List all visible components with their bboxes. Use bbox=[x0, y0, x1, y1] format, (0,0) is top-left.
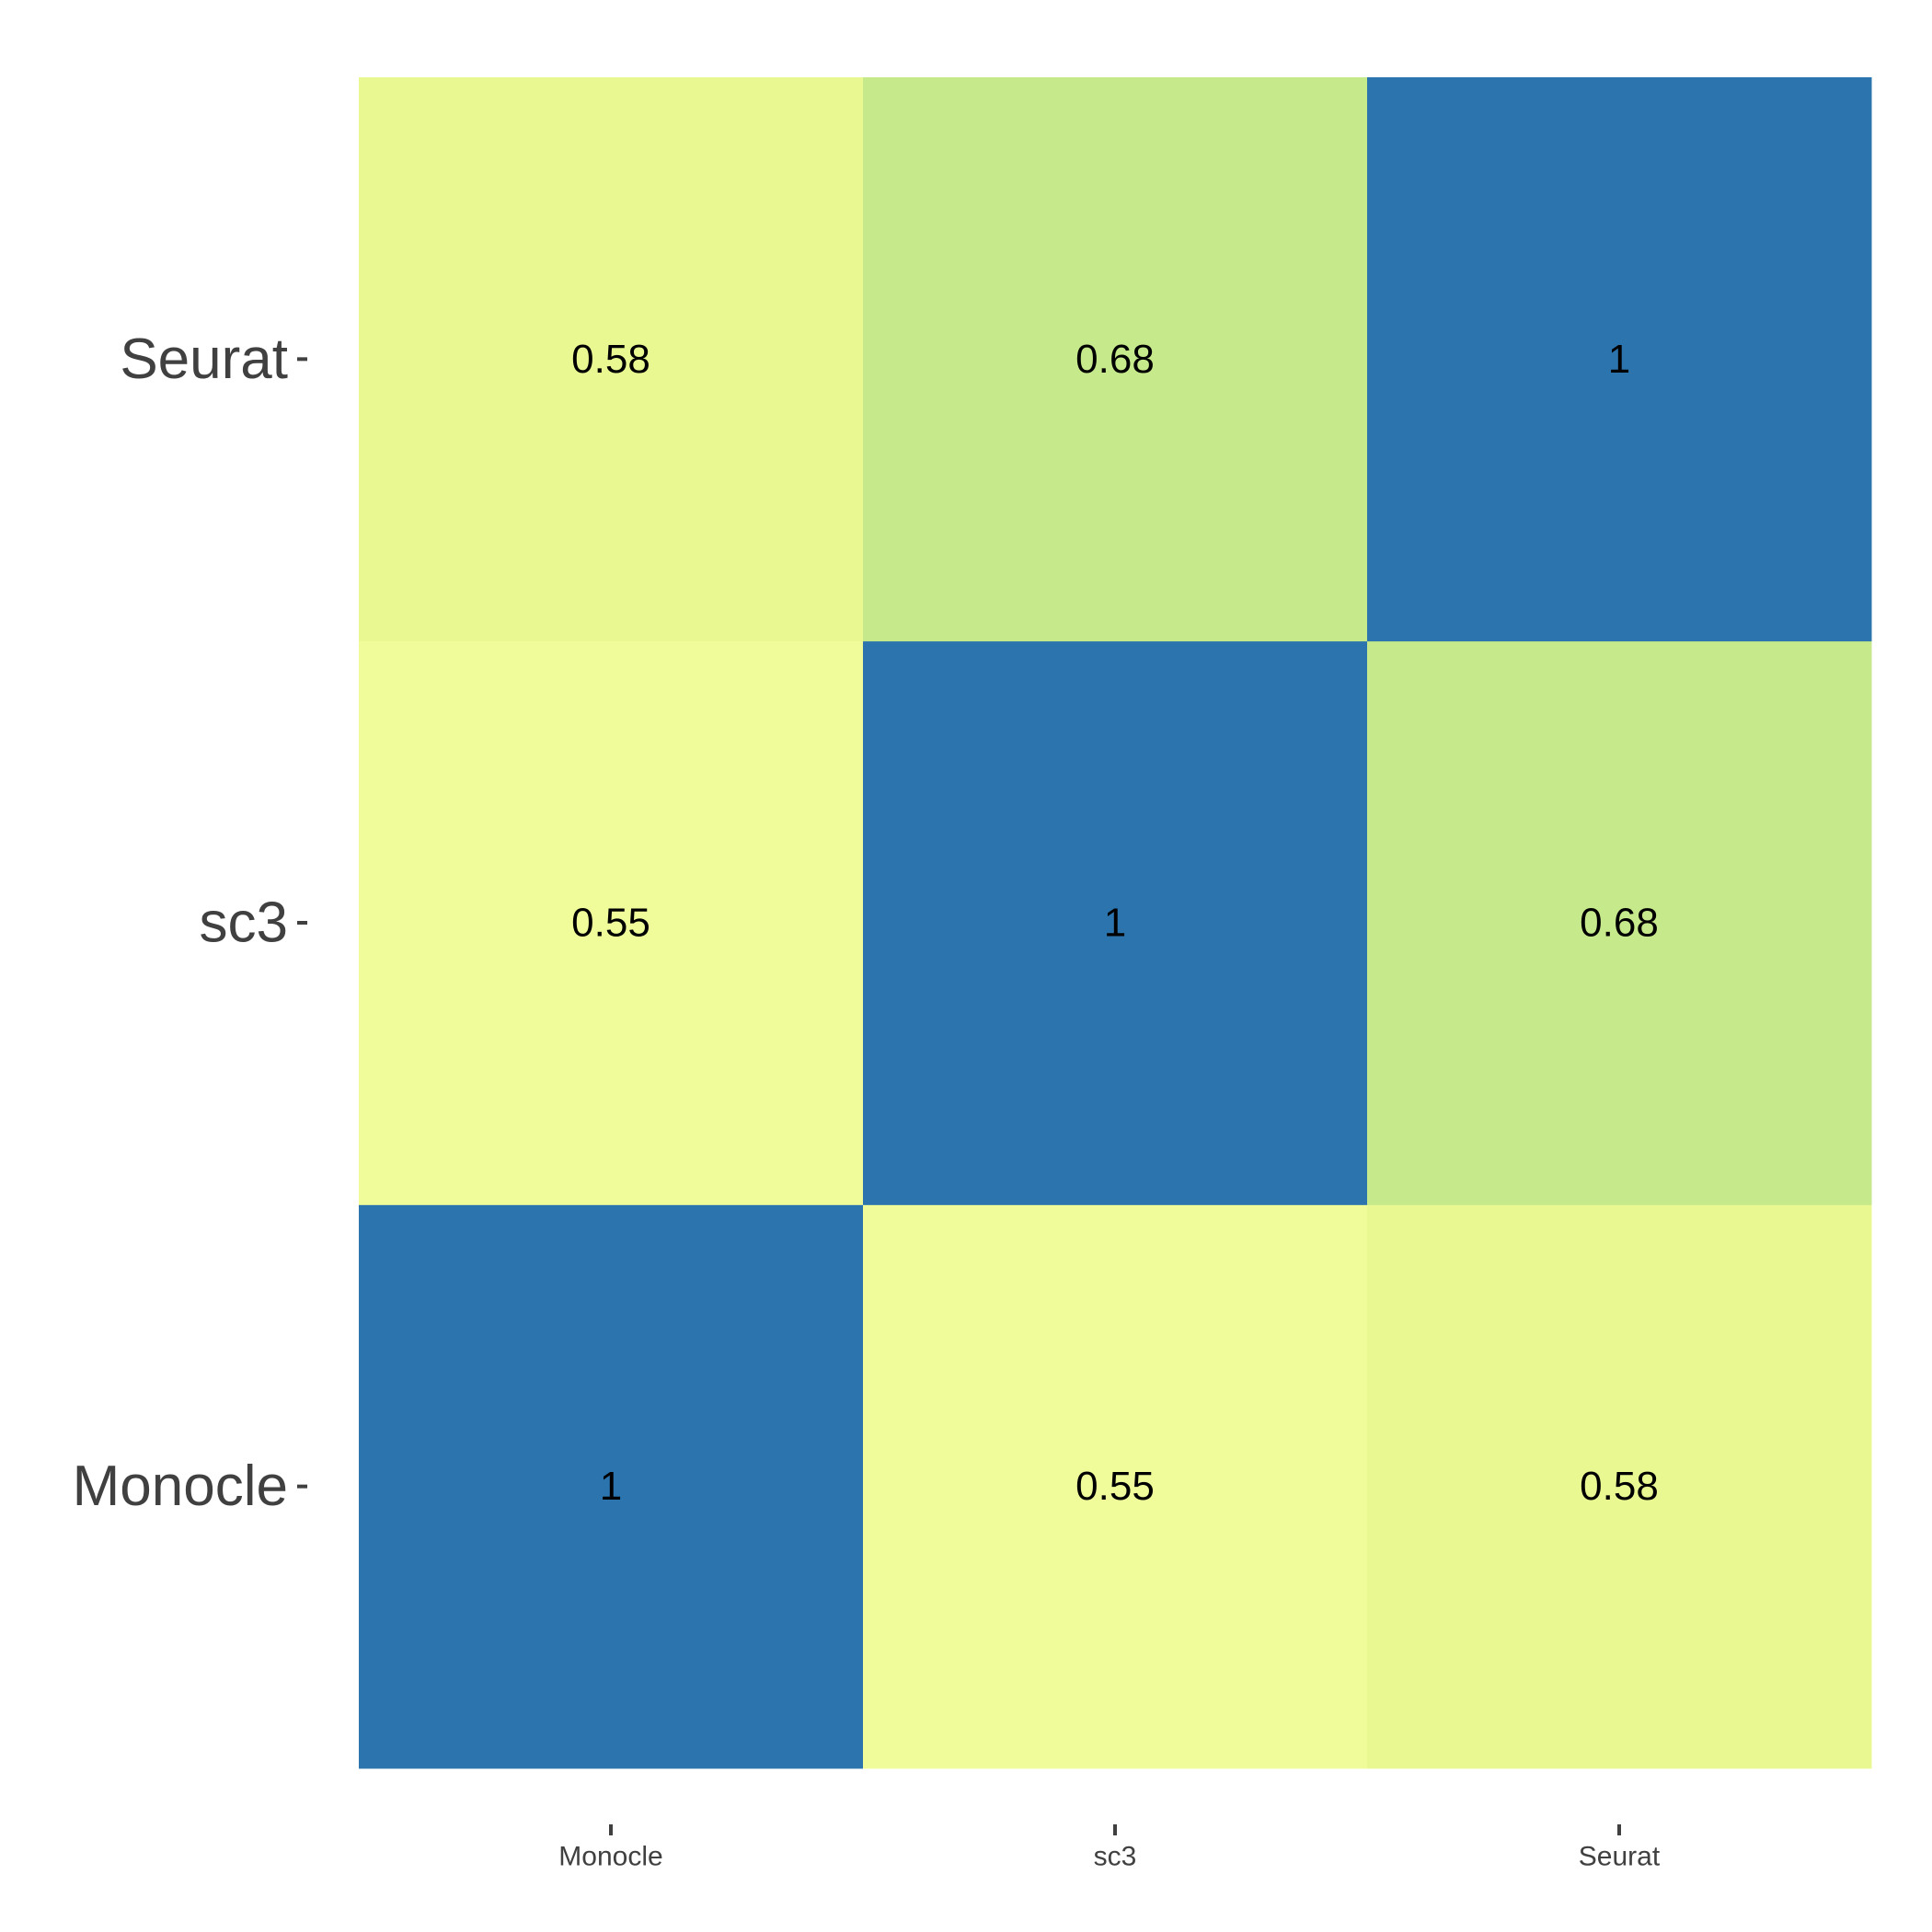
y-tick-label-seurat: Seurat bbox=[120, 328, 288, 391]
heatmap-cell-sc3-seurat bbox=[863, 77, 1368, 642]
x-axis: Monocle sc3 Seurat bbox=[558, 1824, 1661, 1872]
x-tick-label-seurat: Seurat bbox=[1579, 1842, 1661, 1872]
cell-value-label: 0.68 bbox=[1580, 901, 1659, 946]
cell-value-label: 1 bbox=[1608, 337, 1630, 382]
heatmap-cell-monocle-seurat bbox=[359, 77, 864, 642]
cell-value-label: 1 bbox=[1104, 901, 1126, 946]
y-tick-label-sc3: sc3 bbox=[200, 891, 288, 955]
cell-value-label: 0.58 bbox=[571, 337, 650, 382]
heatmap-cell-monocle-monocle bbox=[359, 1204, 864, 1769]
cell-value-label: 0.55 bbox=[571, 901, 650, 946]
y-tick-label-monocle: Monocle bbox=[73, 1455, 288, 1518]
heatmap-cell-seurat-seurat bbox=[1367, 77, 1872, 642]
x-tick-label-sc3: sc3 bbox=[1094, 1842, 1137, 1872]
cell-value-label: 1 bbox=[600, 1464, 622, 1509]
x-tick-label-monocle: Monocle bbox=[558, 1842, 662, 1872]
heatmap-cell-sc3-monocle bbox=[863, 1204, 1368, 1769]
heatmap-cell-seurat-monocle bbox=[1367, 1204, 1872, 1769]
cell-value-label: 0.58 bbox=[1580, 1464, 1659, 1509]
heatmap-cell-labels: 1 0.55 0.58 0.55 1 0.68 0.58 0.68 1 bbox=[571, 337, 1659, 1509]
heatmap-cell-monocle-sc3 bbox=[359, 640, 864, 1205]
heatmap-cells bbox=[359, 77, 1872, 1769]
heatmap-cell-sc3-sc3 bbox=[863, 640, 1368, 1205]
cell-value-label: 0.55 bbox=[1075, 1464, 1155, 1509]
y-axis: Monocle sc3 Seurat bbox=[73, 328, 307, 1518]
heatmap-cell-seurat-sc3 bbox=[1367, 640, 1872, 1205]
cell-value-label: 0.68 bbox=[1075, 337, 1155, 382]
